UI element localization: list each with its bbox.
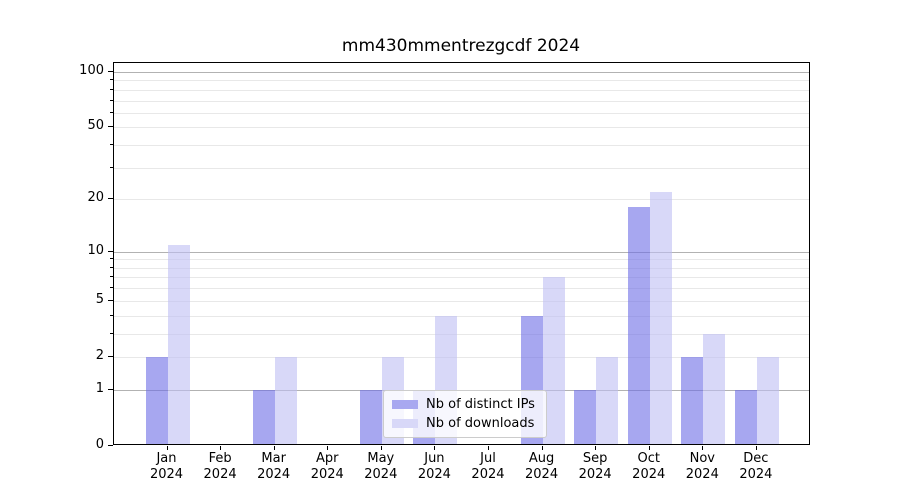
gridline-minor: [114, 145, 809, 147]
gridline-minor: [114, 199, 809, 201]
y-minor-tick-mark: [110, 166, 113, 168]
y-tick-mark: [108, 388, 113, 390]
x-tick-mark: [541, 446, 543, 450]
gridline-minor: [114, 112, 809, 114]
bar-downloads: [596, 356, 619, 444]
x-tick-label: Jan 2024: [149, 451, 184, 482]
plot-area: [113, 62, 810, 445]
x-tick-label: Mar 2024: [257, 451, 291, 482]
y-tick-label: 5: [95, 291, 104, 307]
gridline-minor: [114, 100, 809, 102]
y-tick-label: 50: [87, 118, 104, 134]
gridline-minor: [114, 333, 809, 335]
x-tick-mark: [595, 446, 597, 450]
bar-downloads: [649, 191, 672, 444]
x-tick-mark: [220, 446, 222, 450]
y-minor-tick-mark: [110, 332, 113, 334]
y-tick-label: 20: [87, 190, 104, 206]
x-tick-label: Oct 2024: [632, 451, 666, 482]
x-tick-label: Aug 2024: [525, 451, 559, 482]
y-tick-mark: [108, 71, 113, 72]
y-tick-mark: [108, 250, 113, 252]
y-minor-tick-mark: [110, 88, 113, 90]
x-tick-label: May 2024: [364, 451, 398, 482]
bar-distinct-ips: [145, 356, 168, 444]
x-tick-mark: [434, 446, 436, 450]
x-tick-label: Jun 2024: [417, 451, 451, 482]
y-minor-tick-mark: [110, 266, 113, 268]
legend-swatch-downloads: [392, 419, 418, 428]
y-tick-label: 0: [95, 437, 104, 452]
chart-title: mm430mmentrezgcdf 2024: [341, 36, 581, 56]
gridline-minor: [114, 259, 809, 261]
legend-item-distinct-ips: Nb of distinct IPs: [392, 397, 538, 412]
x-tick-mark: [755, 446, 757, 450]
x-tick-mark: [648, 446, 650, 450]
legend: Nb of distinct IPs Nb of downloads: [383, 390, 547, 438]
bar-downloads: [542, 277, 565, 444]
gridline-minor: [114, 80, 809, 82]
bar-distinct-ips: [359, 389, 382, 444]
x-tick-label: Sep 2024: [578, 451, 612, 482]
y-minor-tick-mark: [110, 287, 113, 289]
x-tick-mark: [327, 446, 329, 450]
bar-downloads: [703, 333, 726, 444]
legend-label-downloads: Nb of downloads: [426, 416, 535, 431]
x-tick-label: Feb 2024: [203, 451, 237, 482]
y-minor-tick-mark: [110, 144, 113, 146]
bar-distinct-ips: [627, 207, 650, 444]
gridline-minor: [114, 315, 809, 317]
gridline-minor: [114, 300, 809, 302]
y-tick-mark: [108, 299, 113, 301]
x-tick-mark: [273, 446, 275, 450]
gridline-major: [114, 72, 809, 73]
x-tick-label: Dec 2024: [739, 451, 773, 482]
y-minor-tick-mark: [110, 258, 113, 260]
y-tick-label: 10: [87, 242, 104, 258]
gridline-minor: [114, 267, 809, 269]
gridline-minor: [114, 167, 809, 169]
gridline-minor: [114, 356, 809, 358]
x-tick-mark: [702, 446, 704, 450]
x-tick-mark: [380, 446, 382, 450]
gridline-major: [114, 251, 809, 253]
bar-distinct-ips: [252, 389, 275, 444]
x-tick-label: Nov 2024: [685, 451, 719, 482]
y-tick-label: 100: [79, 63, 104, 78]
legend-item-downloads: Nb of downloads: [392, 416, 538, 431]
y-minor-tick-mark: [110, 314, 113, 316]
y-tick-mark: [108, 126, 113, 128]
x-tick-mark: [487, 446, 489, 450]
y-tick-mark: [108, 445, 113, 446]
x-tick-mark: [166, 446, 168, 450]
x-tick-label: Jul 2024: [471, 451, 505, 482]
y-minor-tick-mark: [110, 276, 113, 278]
legend-swatch-distinct-ips: [392, 400, 418, 409]
gridline-minor: [114, 288, 809, 290]
gridline-minor: [114, 277, 809, 279]
bar-downloads: [167, 244, 190, 444]
bar-distinct-ips: [734, 389, 757, 444]
y-tick-mark: [108, 198, 113, 200]
y-minor-tick-mark: [110, 111, 113, 113]
y-minor-tick-mark: [110, 79, 113, 81]
y-tick-mark: [108, 355, 113, 357]
bar-downloads: [274, 356, 297, 444]
bar-distinct-ips: [681, 356, 704, 444]
bar-downloads: [756, 356, 779, 444]
y-minor-tick-mark: [110, 99, 113, 101]
legend-label-distinct-ips: Nb of distinct IPs: [426, 397, 535, 412]
gridline-minor: [114, 127, 809, 129]
x-tick-label: Apr 2024: [310, 451, 344, 482]
y-tick-label: 2: [95, 347, 104, 363]
bar-distinct-ips: [574, 389, 597, 444]
y-tick-label: 1: [95, 380, 104, 396]
gridline-minor: [114, 89, 809, 91]
